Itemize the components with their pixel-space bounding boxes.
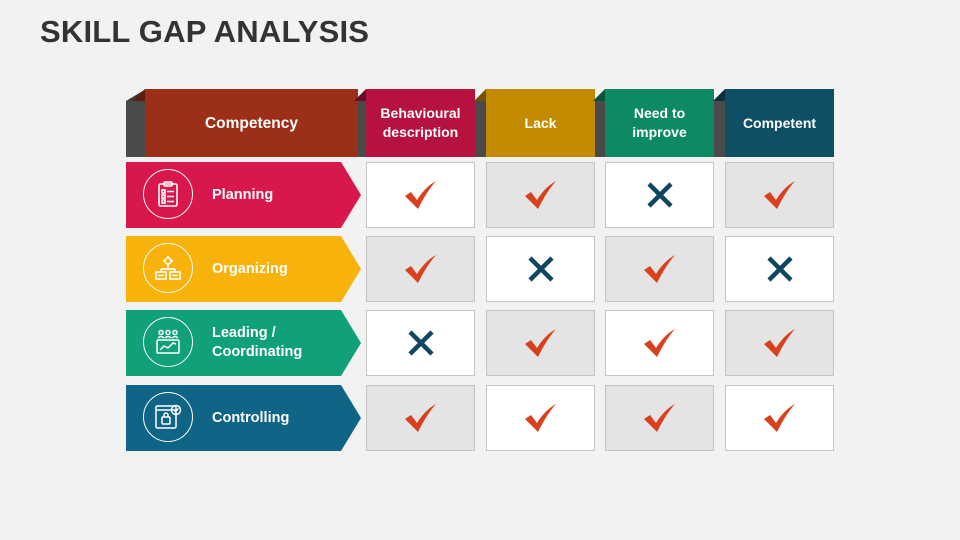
header-need-line-2: improve xyxy=(632,124,687,140)
header-need-to-improve: Need to improve xyxy=(593,89,714,157)
check-icon xyxy=(403,253,439,285)
check-icon xyxy=(523,402,559,434)
row-label-leading-coordinating: Leading / Coordinating xyxy=(126,310,361,376)
grid-cell xyxy=(725,385,834,451)
header-behavioural-label: Behavioural description xyxy=(380,104,460,142)
grid-cell xyxy=(366,385,475,451)
check-icon xyxy=(403,402,439,434)
check-icon xyxy=(762,179,798,211)
header-behavioural-line-2: description xyxy=(382,124,459,140)
row-label-planning: Planning xyxy=(126,162,361,228)
header-fold xyxy=(474,89,486,101)
grid-cell xyxy=(725,236,834,302)
grid-cell xyxy=(605,162,714,228)
check-icon xyxy=(642,253,678,285)
gear-flowchart-icon xyxy=(143,243,193,293)
header-competent: Competent xyxy=(713,89,834,157)
cross-icon xyxy=(765,254,795,284)
header-competency-label: Competency xyxy=(204,114,299,132)
header-behavioural-line-1: Behavioural xyxy=(380,105,461,121)
row-label-line: Coordinating xyxy=(212,344,303,360)
grid-cell xyxy=(486,310,595,376)
check-icon xyxy=(762,327,798,359)
row-label-controlling: Controlling xyxy=(126,385,361,451)
grid-cell xyxy=(486,162,595,228)
row-label-text: Leading / Coordinating xyxy=(212,324,302,362)
people-presentation-icon xyxy=(143,317,193,367)
grid-cell xyxy=(725,162,834,228)
grid-cell xyxy=(366,236,475,302)
check-icon xyxy=(523,327,559,359)
header-need-label: Need to improve xyxy=(632,104,686,142)
row-label-line: Organizing xyxy=(212,260,288,277)
header-competency: Competency xyxy=(133,89,358,157)
header-lack: Lack xyxy=(474,89,595,157)
row-label-organizing: Organizing xyxy=(126,236,361,302)
check-icon xyxy=(403,179,439,211)
grid-cell xyxy=(725,310,834,376)
row-label-text: Planning xyxy=(212,186,273,205)
header-competent-label: Competent xyxy=(742,114,817,131)
row-label-text: Organizing xyxy=(212,260,288,279)
grid-cell xyxy=(605,385,714,451)
header-need-line-1: Need to xyxy=(633,105,686,121)
cross-icon xyxy=(526,254,556,284)
cross-icon xyxy=(645,180,675,210)
row-label-text: Controlling xyxy=(212,409,289,428)
row-label-line: Leading / xyxy=(212,325,276,341)
clipboard-checklist-icon xyxy=(143,169,193,219)
header-behavioural-description: Behavioural description xyxy=(354,89,475,157)
grid-cell xyxy=(486,385,595,451)
check-icon xyxy=(642,327,678,359)
header-fold xyxy=(713,89,725,101)
check-icon xyxy=(523,179,559,211)
page-title: SKILL GAP ANALYSIS xyxy=(40,14,370,49)
grid-cell xyxy=(366,162,475,228)
check-icon xyxy=(642,402,678,434)
grid-cell xyxy=(486,236,595,302)
row-label-line: Controlling xyxy=(212,409,290,426)
cross-icon xyxy=(406,328,436,358)
check-icon xyxy=(762,402,798,434)
grid-cell xyxy=(605,236,714,302)
grid-cell xyxy=(366,310,475,376)
grid-cell xyxy=(605,310,714,376)
secure-monitor-icon xyxy=(143,392,193,442)
header-lack-label: Lack xyxy=(524,114,557,131)
row-label-line: Planning xyxy=(212,186,274,203)
